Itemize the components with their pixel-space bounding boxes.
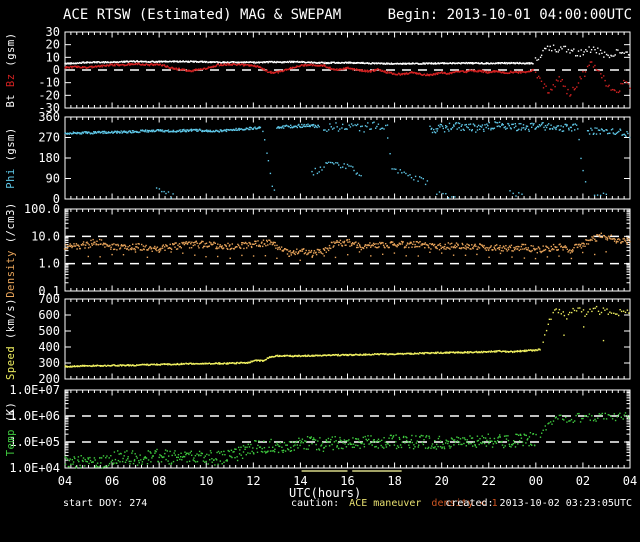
panel-frame (65, 299, 630, 379)
y-tick-label: 90 (46, 172, 60, 186)
panel-frame (65, 390, 630, 468)
y-tick-label: 270 (38, 131, 60, 145)
y-tick-label: 1.0E+04 (9, 461, 60, 475)
caution-maneuver-text: ACE maneuver (349, 498, 421, 509)
series-speed (65, 306, 630, 368)
y-tick-label: 1.0E+06 (9, 409, 60, 423)
y-axis-title-speed: Speed (km/s) (5, 298, 17, 380)
x-tick-label: 06 (105, 474, 119, 488)
x-tick-label: 02 (576, 474, 590, 488)
series-bt (64, 45, 630, 65)
y-tick-label: 1.0 (38, 257, 60, 271)
x-tick-label: 20 (434, 474, 448, 488)
y-tick-label: 10.0 (31, 229, 60, 243)
x-tick-label: 04 (623, 474, 637, 488)
y-tick-label: 180 (38, 151, 60, 165)
y-axis-title-density: Density (/cm3) (5, 202, 17, 298)
x-tick-label: 04 (58, 474, 72, 488)
panel-temp: 1.0E+07 1.0E+06 1.0E+05 1.0E+04 Temp (K) (5, 383, 630, 475)
x-tick-label: 22 (482, 474, 496, 488)
y-tick-label: 500 (38, 324, 60, 338)
x-tick-label: 08 (152, 474, 166, 488)
series-bz (65, 61, 631, 96)
y-tick-label: 1.0E+05 (9, 435, 60, 449)
y-tick-label: 400 (38, 340, 60, 354)
y-axis-title-phi: Phi (gsm) (5, 127, 17, 188)
y-tick-label: 700 (38, 292, 60, 306)
x-tick-label: 18 (387, 474, 401, 488)
y-axis-title-temp: Temp (K) (5, 402, 17, 457)
series-phi (64, 121, 630, 198)
start-doy-label: start DOY: 274 (63, 498, 147, 509)
y-tick-label: 1.0E+07 (9, 383, 60, 397)
x-tick-label: 10 (199, 474, 213, 488)
created-timestamp: created: 2013-10-02 03:23:05UTC (445, 498, 632, 509)
y-tick-label: 360 (38, 110, 60, 124)
y-tick-label: 300 (38, 356, 60, 370)
y-tick-label: 100.0 (24, 202, 60, 216)
caution-label: caution: (291, 498, 339, 509)
series-temp (64, 412, 629, 468)
x-tick-label: 00 (529, 474, 543, 488)
y-tick-label: 600 (38, 308, 60, 322)
y-axis-title-mag: Bt Bz (gsm) (5, 32, 17, 107)
x-tick-label: 12 (246, 474, 260, 488)
